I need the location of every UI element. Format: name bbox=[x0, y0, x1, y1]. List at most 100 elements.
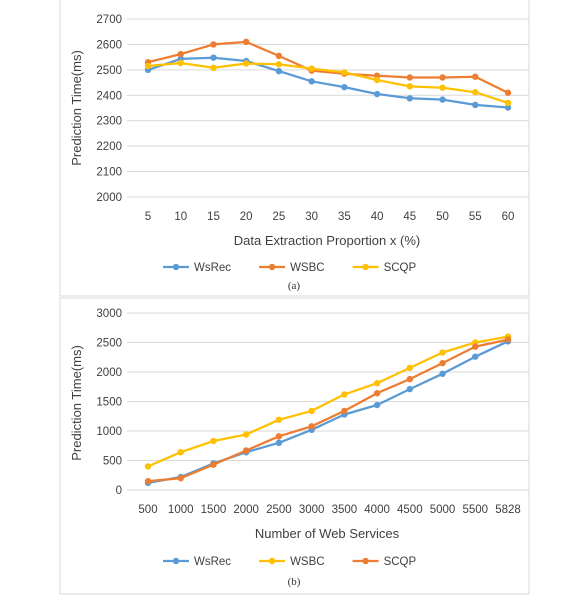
chart-b-x-tick-label: 2500 bbox=[266, 504, 292, 516]
chart-b-point-wsrec bbox=[472, 353, 479, 360]
chart-a-point-wsrec bbox=[504, 104, 512, 111]
chart-a-point-wsrec bbox=[373, 90, 381, 98]
legend-marker-scqp bbox=[362, 557, 369, 565]
legend-marker-wsbc bbox=[268, 557, 276, 565]
chart-a-x-tick-label: 15 bbox=[207, 211, 220, 223]
chart-a-point-wsbc bbox=[504, 89, 512, 96]
chart-a-point-wsrec bbox=[472, 101, 479, 109]
chart-a-y-tick-label: 2700 bbox=[96, 14, 122, 26]
chart-b-frame bbox=[59, 297, 530, 595]
chart-a-y-tick-label: 2000 bbox=[96, 192, 122, 204]
chart-b-point-wsbc bbox=[308, 407, 315, 415]
chart-b-series-line-wsbc bbox=[146, 335, 510, 468]
chart-panel-b: 0 500 1000 1500 2000 2500 3000 500 1000 1500 2000… bbox=[59, 297, 530, 595]
chart-b-point-wsrec bbox=[373, 401, 381, 409]
chart-a-y-axis-title: Prediction Time(ms) bbox=[69, 50, 84, 166]
chart-a-gridlines bbox=[127, 18, 529, 198]
legend-marker-wsbc bbox=[268, 263, 276, 271]
chart-b-y-tick-label: 1000 bbox=[96, 426, 122, 438]
legend-label-scqp: SCQP bbox=[384, 556, 417, 568]
chart-a-y-tick-label: 2300 bbox=[96, 116, 122, 128]
legend-marker-wsrec bbox=[172, 557, 180, 565]
chart-a-point-scqp bbox=[439, 84, 446, 91]
chart-b-x-tick-label: 500 bbox=[138, 504, 157, 516]
chart-a-point-scqp bbox=[341, 69, 348, 76]
chart-a-point-wsbc bbox=[275, 52, 283, 60]
chart-b-point-scqp bbox=[504, 336, 512, 343]
chart-a-point-scqp bbox=[177, 59, 184, 67]
chart-b-point-wsbc bbox=[341, 391, 348, 398]
chart-a-point-scqp bbox=[275, 61, 283, 68]
chart-b-point-scqp bbox=[275, 433, 283, 440]
legend-label-wsbc: WSBC bbox=[290, 556, 325, 568]
chart-a-point-scqp bbox=[242, 60, 250, 67]
chart-b-point-scqp bbox=[308, 423, 315, 430]
legend-marker-scqp bbox=[362, 263, 369, 271]
chart-b-x-tick-label: 4500 bbox=[397, 504, 423, 516]
chart-b-point-scqp bbox=[373, 390, 381, 397]
chart-a-series-line-wsrec bbox=[146, 56, 510, 109]
chart-b-x-tick-label: 3500 bbox=[332, 504, 358, 516]
chart-a-x-axis-title: Data Extraction Proportion x (%) bbox=[234, 233, 420, 248]
chart-a-x-tick-label: 30 bbox=[305, 211, 318, 223]
chart-a-x-tick-label: 25 bbox=[273, 211, 286, 223]
chart-a-point-scqp bbox=[373, 76, 381, 84]
chart-a-point-scqp bbox=[308, 65, 315, 72]
chart-a-point-wsbc bbox=[210, 41, 217, 48]
chart-b-x-tick-label: 1000 bbox=[168, 504, 194, 516]
chart-a-y-tick-label: 2500 bbox=[96, 65, 122, 77]
chart-b-x-axis-title: Number of Web Services bbox=[255, 526, 400, 541]
chart-b-point-wsbc bbox=[144, 463, 152, 470]
chart-b-series-line-wsrec bbox=[146, 340, 510, 485]
chart-b-point-wsrec bbox=[439, 370, 446, 377]
chart-a-point-wsrec bbox=[439, 96, 446, 103]
chart-b-point-scqp bbox=[144, 477, 152, 485]
chart-a-frame bbox=[59, 0, 530, 297]
chart-a-point-wsbc bbox=[472, 73, 479, 80]
chart-a-x-tick-label: 60 bbox=[502, 211, 515, 223]
chart-b-y-axis-title: Prediction Time(ms) bbox=[69, 345, 84, 461]
chart-a-y-tick-label: 2400 bbox=[96, 90, 122, 102]
chart-b-x-tick-label: 3000 bbox=[299, 504, 325, 516]
chart-a-point-wsbc bbox=[242, 38, 250, 46]
chart-b-x-tick-label: 2000 bbox=[233, 504, 259, 516]
chart-a-point-wsrec bbox=[210, 54, 217, 61]
chart-b-point-wsbc bbox=[439, 349, 446, 356]
chart-a-point-wsbc bbox=[406, 74, 414, 81]
chart-a-point-wsrec bbox=[406, 95, 414, 102]
chart-b-y-tick-label: 1500 bbox=[96, 397, 122, 409]
chart-a-caption: (a) bbox=[288, 280, 301, 292]
chart-a-point-scqp bbox=[406, 83, 414, 90]
chart-a-point-wsrec bbox=[341, 83, 348, 91]
chart-a-point-wsrec bbox=[308, 78, 315, 85]
legend-label-scqp: SCQP bbox=[384, 262, 417, 274]
chart-b-point-wsbc bbox=[275, 416, 283, 423]
chart-b-point-wsbc bbox=[210, 437, 217, 445]
chart-a-x-tick-label: 50 bbox=[436, 211, 449, 223]
chart-b-point-scqp bbox=[177, 475, 184, 482]
chart-b-legend: WsRec WSBC SCQP bbox=[163, 556, 416, 568]
chart-b-point-scqp bbox=[242, 447, 250, 454]
chart-b-point-wsbc bbox=[242, 431, 250, 438]
chart-a-series bbox=[144, 38, 512, 111]
chart-a-x-tick-label: 40 bbox=[371, 211, 384, 223]
chart-b-point-wsbc bbox=[373, 380, 381, 387]
chart-b-y-tick-label: 3000 bbox=[96, 308, 122, 320]
chart-b-x-tick-label: 5828 bbox=[495, 504, 521, 516]
chart-b-point-wsrec bbox=[275, 439, 283, 446]
chart-a-x-tick-label: 5 bbox=[145, 211, 151, 223]
chart-b-point-wsrec bbox=[406, 385, 414, 393]
chart-a-point-scqp bbox=[472, 89, 479, 96]
chart-a-point-wsrec bbox=[275, 67, 283, 75]
chart-a-x-tick-label: 20 bbox=[240, 211, 253, 223]
chart-b-y-tick-label: 0 bbox=[116, 485, 122, 497]
chart-a-point-wsbc bbox=[439, 74, 446, 81]
chart-b-point-scqp bbox=[472, 343, 479, 350]
chart-b-x-tick-label: 5500 bbox=[462, 504, 488, 516]
chart-b-point-wsbc bbox=[177, 449, 184, 456]
chart-b-y-tick-label: 500 bbox=[103, 456, 122, 468]
chart-a-x-tick-label: 55 bbox=[469, 211, 482, 223]
chart-b-x-tick-label: 5000 bbox=[430, 504, 456, 516]
chart-a-y-tick-label: 2100 bbox=[96, 167, 122, 179]
